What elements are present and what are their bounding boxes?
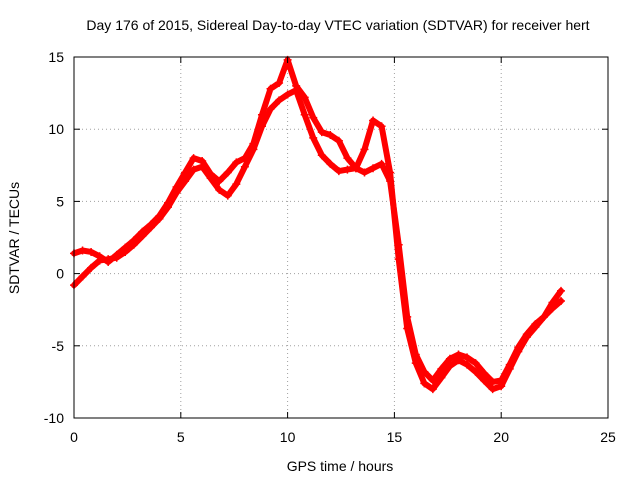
x-tick-label: 0 <box>70 429 78 445</box>
y-axis-label: SDTVAR / TECUs <box>6 182 22 294</box>
plot-series <box>70 56 565 393</box>
y-tick-label: 10 <box>48 121 64 137</box>
y-tick-label: 0 <box>56 266 64 282</box>
grid <box>74 57 608 418</box>
x-axis-label: GPS time / hours <box>287 458 394 474</box>
x-tick-label: 10 <box>280 429 296 445</box>
y-tick-label: 5 <box>56 193 64 209</box>
series-line <box>74 90 561 382</box>
x-tick-label: 25 <box>600 429 616 445</box>
x-tick-label: 15 <box>387 429 403 445</box>
y-tick-label: -5 <box>52 338 65 354</box>
x-tick-label: 5 <box>177 429 185 445</box>
series-track-a <box>70 86 565 386</box>
chart-title: Day 176 of 2015, Sidereal Day-to-day VTE… <box>86 17 589 33</box>
chart-svg: 0 5 10 15 20 25 -10 -5 0 5 10 15 Day 176 of 2015, S… <box>0 0 640 480</box>
y-tick-label: -10 <box>44 410 64 426</box>
x-tick-label: 20 <box>493 429 509 445</box>
plot-frame <box>74 57 608 418</box>
series-track-b <box>70 56 565 393</box>
y-tick-label: 15 <box>48 49 64 65</box>
